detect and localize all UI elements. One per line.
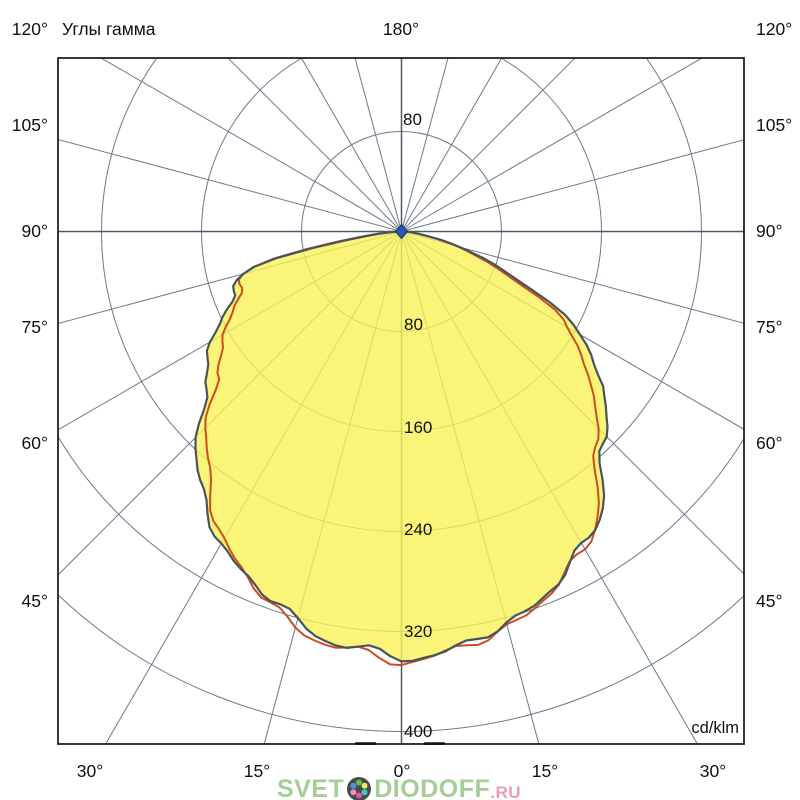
watermark-text-right: DIODOFF xyxy=(374,774,491,800)
gamma-label-right: 105° xyxy=(756,115,792,135)
unit-label: cd/klm xyxy=(691,719,739,737)
gamma-grid-line xyxy=(401,139,744,232)
gamma-label-bottom: 15° xyxy=(532,761,558,781)
gamma-label-bottom: 15° xyxy=(244,761,270,781)
gamma-label-right: 60° xyxy=(756,433,782,453)
bottom-tick xyxy=(355,742,376,745)
curve-c90-c270 xyxy=(204,230,600,667)
gamma-label-right: 45° xyxy=(756,591,782,611)
chart-labels: Углы гамма 180° 120° 105° 90° 75° 60° 45° 120° 10… xyxy=(12,19,792,781)
gamma-label-right: 90° xyxy=(756,221,782,241)
curve-c0-c180 xyxy=(194,230,609,663)
ring-label: 400 xyxy=(404,722,432,741)
gamma-label-right: 75° xyxy=(756,317,782,337)
ring-label: 80 xyxy=(403,110,422,129)
gamma-grid-line xyxy=(58,138,402,232)
gamma-grid-line xyxy=(401,58,576,232)
gamma-label-right: 120° xyxy=(756,19,792,39)
ring-label: 160 xyxy=(404,418,432,437)
gamma-label-bottom: 0° xyxy=(394,761,411,781)
gamma-label-top: 180° xyxy=(383,19,419,39)
beam-fill xyxy=(195,231,608,662)
gamma-label-left: 75° xyxy=(22,317,48,337)
gamma-grid-line xyxy=(401,58,449,232)
plot-border xyxy=(57,57,745,745)
gamma-label-left: 120° xyxy=(12,19,48,39)
watermark-logo-icon xyxy=(346,776,372,800)
gamma-grid-line xyxy=(58,231,402,325)
watermark-suffix: .RU xyxy=(490,783,522,800)
gamma-grid-line xyxy=(99,58,402,232)
ring-label: 320 xyxy=(404,622,432,641)
bottom-tick xyxy=(424,742,445,745)
gamma-label-left: 60° xyxy=(22,433,48,453)
gamma-label-left: 45° xyxy=(22,591,48,611)
gamma-grid-line xyxy=(401,231,744,324)
gamma-label-bottom: 30° xyxy=(77,761,103,781)
beam-curves xyxy=(194,223,609,667)
gamma-label-left: 105° xyxy=(12,115,48,135)
watermark-text-left: SVET xyxy=(276,774,345,800)
gamma-label-bottom: 30° xyxy=(700,761,726,781)
gamma-grid-line xyxy=(227,58,402,232)
gamma-grid-line xyxy=(401,58,704,232)
center-marker xyxy=(394,223,409,240)
ring-label: 80 xyxy=(404,315,423,334)
ring-label: 240 xyxy=(404,520,432,539)
gamma-label-left: 90° xyxy=(22,221,48,241)
watermark: SVET DIODOFF .RU xyxy=(277,776,521,800)
page-title: Углы гамма xyxy=(62,19,156,39)
